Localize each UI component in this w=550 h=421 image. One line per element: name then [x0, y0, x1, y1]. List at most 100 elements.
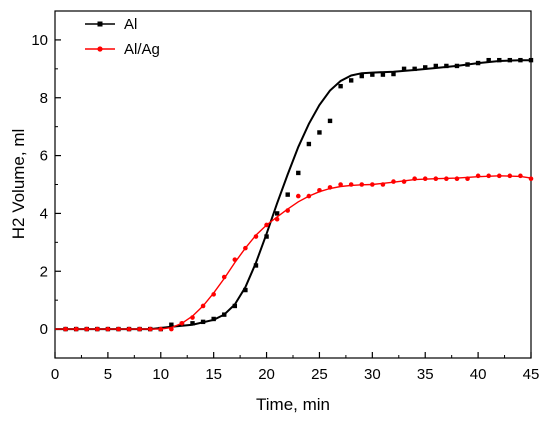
- data-point: [391, 71, 396, 77]
- legend-label: Al/Ag: [124, 41, 160, 58]
- y-tick-label: 10: [31, 32, 48, 49]
- data-point: [253, 263, 259, 268]
- data-point: [285, 208, 291, 213]
- data-point: [243, 287, 248, 293]
- data-point: [116, 326, 121, 332]
- y-axis: 0 2 4 6 8 10: [31, 32, 61, 338]
- x-axis: 0 5 10 15 20 25 30 35 40 45: [51, 352, 540, 383]
- data-point: [422, 176, 428, 182]
- series-al: [55, 57, 534, 332]
- data-point: [264, 234, 269, 239]
- y-tick-label: 2: [40, 263, 48, 280]
- data-point: [306, 193, 312, 199]
- x-tick-label: 45: [523, 366, 540, 383]
- data-point: [63, 326, 68, 332]
- data-point: [433, 176, 439, 182]
- x-tick-label: 25: [311, 366, 328, 383]
- data-point: [401, 179, 407, 184]
- data-point: [200, 319, 206, 325]
- data-point: [444, 176, 449, 182]
- x-tick-label: 5: [104, 366, 112, 383]
- legend-marker: [97, 46, 103, 52]
- data-point: [454, 63, 460, 69]
- data-point: [454, 176, 460, 182]
- data-point: [391, 179, 396, 184]
- data-point: [84, 326, 90, 332]
- y-tick-label: 8: [40, 90, 48, 107]
- data-point: [296, 170, 301, 176]
- data-point: [222, 312, 227, 317]
- legend-marker: [97, 21, 103, 27]
- series-al-ag: [55, 173, 534, 332]
- x-tick-label: 40: [470, 366, 487, 383]
- x-tick-label: 10: [152, 366, 169, 383]
- data-point: [338, 182, 343, 187]
- data-point: [285, 192, 290, 197]
- data-point: [274, 216, 280, 222]
- data-point: [475, 60, 481, 66]
- series-fit-line: [55, 59, 531, 331]
- data-point: [211, 316, 216, 322]
- plot-area: 0 5 10 15 20 25 30 35 40 45 0 2 4 6 8 10: [31, 10, 540, 383]
- data-point: [317, 187, 322, 193]
- data-point: [496, 173, 502, 179]
- data-point: [412, 176, 417, 182]
- data-point: [370, 182, 375, 187]
- legend-item: Al: [85, 16, 137, 33]
- data-point: [401, 66, 407, 72]
- data-point: [253, 234, 259, 239]
- data-point: [243, 245, 248, 251]
- y-tick-label: 0: [40, 321, 48, 338]
- data-point: [370, 72, 375, 77]
- data-point: [497, 57, 502, 63]
- data-point: [507, 57, 513, 63]
- data-point: [158, 326, 164, 332]
- data-point: [169, 326, 174, 332]
- series-layer: [55, 57, 534, 332]
- data-point: [211, 292, 216, 297]
- data-point: [190, 321, 195, 326]
- data-point: [264, 222, 269, 228]
- data-point: [169, 322, 174, 327]
- x-tick-label: 20: [258, 366, 275, 383]
- data-point: [274, 211, 280, 216]
- data-point: [433, 63, 438, 69]
- data-point: [137, 326, 142, 332]
- data-point: [348, 182, 354, 187]
- data-point: [359, 182, 365, 187]
- data-point: [73, 326, 79, 332]
- legend-item: Al/Ag: [85, 41, 160, 58]
- x-axis-title: Time, min: [256, 395, 330, 414]
- data-point: [306, 141, 312, 147]
- data-point: [528, 176, 534, 182]
- data-point: [348, 78, 354, 83]
- data-point: [486, 173, 491, 179]
- data-point: [190, 315, 195, 320]
- data-point: [327, 185, 333, 190]
- y-tick-label: 4: [40, 205, 48, 222]
- data-point: [412, 66, 417, 72]
- data-point: [518, 173, 523, 179]
- y-axis-title: H2 Volume, ml: [9, 129, 28, 240]
- series-fit-line: [55, 175, 532, 330]
- data-point: [105, 326, 111, 332]
- data-point: [528, 57, 534, 63]
- x-tick-label: 0: [51, 366, 59, 383]
- data-point: [317, 130, 322, 135]
- data-point: [295, 193, 301, 199]
- data-point: [359, 73, 364, 79]
- data-point: [147, 326, 153, 332]
- data-point: [232, 257, 238, 262]
- data-point: [126, 326, 132, 332]
- data-point: [465, 62, 470, 67]
- data-point: [200, 303, 206, 309]
- data-point: [423, 65, 428, 70]
- legend-label: Al: [124, 16, 137, 33]
- data-point: [507, 173, 513, 179]
- y-tick-label: 6: [40, 148, 48, 165]
- data-point: [444, 63, 449, 69]
- data-point: [338, 83, 343, 89]
- data-point: [475, 173, 481, 179]
- x-tick-label: 30: [364, 366, 381, 383]
- data-point: [486, 57, 491, 63]
